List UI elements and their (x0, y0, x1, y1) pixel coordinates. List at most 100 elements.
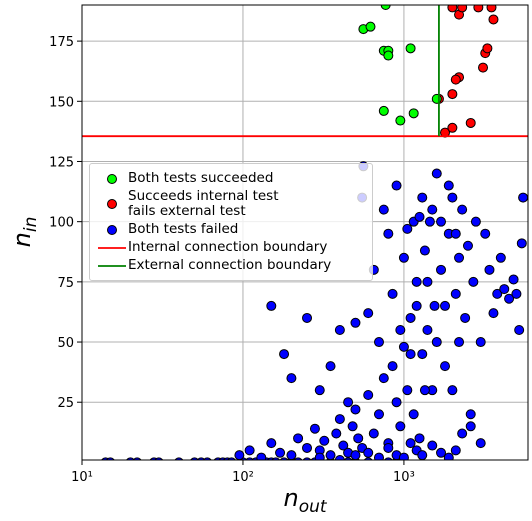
legend-entry: Succeeds internal test fails external te… (96, 189, 366, 219)
point (234, 450, 245, 460)
point (373, 409, 384, 420)
x-label-sub: out (299, 497, 328, 517)
point (395, 325, 406, 335)
point (440, 361, 451, 372)
legend-entry: External connection boundary (96, 258, 366, 273)
axes-frame (81, 4, 529, 461)
point (196, 457, 206, 460)
point (266, 300, 277, 311)
legend-label: External connection boundary (128, 257, 332, 273)
point (293, 457, 303, 460)
legend-label: Both tests succeeded (128, 170, 274, 186)
point (405, 438, 416, 449)
point (518, 192, 528, 203)
point (450, 228, 461, 239)
point (431, 337, 442, 348)
point (334, 414, 345, 425)
point (516, 238, 527, 249)
point (363, 457, 373, 460)
point (271, 457, 281, 460)
x-tick-label: 10¹ (71, 470, 93, 485)
point (417, 349, 428, 360)
point (484, 264, 495, 275)
point (427, 440, 438, 451)
point (368, 428, 379, 439)
point (338, 440, 349, 451)
legend-marker (98, 246, 126, 249)
point (408, 108, 419, 119)
point (395, 115, 406, 126)
legend-entry: Both tests failed (96, 222, 366, 237)
point (256, 452, 267, 460)
point (380, 5, 391, 10)
point (417, 192, 428, 203)
point (286, 450, 297, 460)
point (411, 276, 422, 287)
y-tick-label: 50 (57, 336, 74, 351)
legend-symbol (96, 197, 128, 211)
point (391, 180, 402, 191)
point (422, 276, 433, 287)
point (495, 252, 506, 263)
point (126, 457, 135, 460)
point (353, 433, 364, 444)
point (465, 409, 476, 420)
point (511, 288, 522, 299)
point (462, 240, 473, 251)
point (319, 435, 330, 446)
point (475, 438, 486, 449)
point (387, 288, 398, 299)
point (443, 452, 454, 460)
point (331, 428, 342, 439)
point (457, 204, 468, 215)
point (402, 385, 413, 396)
point (383, 228, 394, 239)
point (414, 433, 425, 444)
point (454, 252, 465, 263)
point (436, 216, 447, 227)
x-tick-label: 10³ (393, 470, 415, 485)
point (383, 442, 394, 453)
point (492, 288, 503, 299)
legend-entry: Both tests succeeded (96, 171, 366, 186)
legend-marker (107, 173, 117, 184)
point (402, 223, 413, 234)
point (343, 397, 354, 408)
point (275, 447, 286, 458)
point (279, 457, 289, 460)
point (465, 421, 476, 432)
point (405, 312, 416, 323)
point (504, 293, 515, 304)
point (499, 284, 510, 295)
point (266, 438, 277, 449)
point (378, 105, 389, 116)
legend-marker (98, 264, 126, 267)
y-label-base: n (8, 232, 36, 247)
point (343, 457, 353, 460)
point (450, 445, 461, 456)
point (475, 337, 486, 348)
y-label: nin (8, 217, 41, 248)
point (190, 457, 199, 460)
x-label-base: n (283, 484, 298, 512)
point (302, 442, 313, 453)
point (325, 361, 336, 372)
point (309, 423, 320, 434)
point (447, 122, 458, 133)
point (132, 457, 142, 460)
point (447, 385, 458, 396)
point (314, 385, 325, 396)
point (174, 457, 184, 460)
point (468, 276, 479, 287)
point (398, 452, 409, 460)
point (436, 264, 447, 275)
points (82, 5, 528, 460)
point (443, 180, 454, 191)
point (350, 317, 361, 328)
point (465, 117, 476, 128)
point (387, 361, 398, 372)
x-label: nout (283, 484, 327, 517)
point (302, 312, 313, 323)
legend-label: Succeeds internal test fails external te… (128, 188, 279, 219)
point (436, 447, 447, 458)
